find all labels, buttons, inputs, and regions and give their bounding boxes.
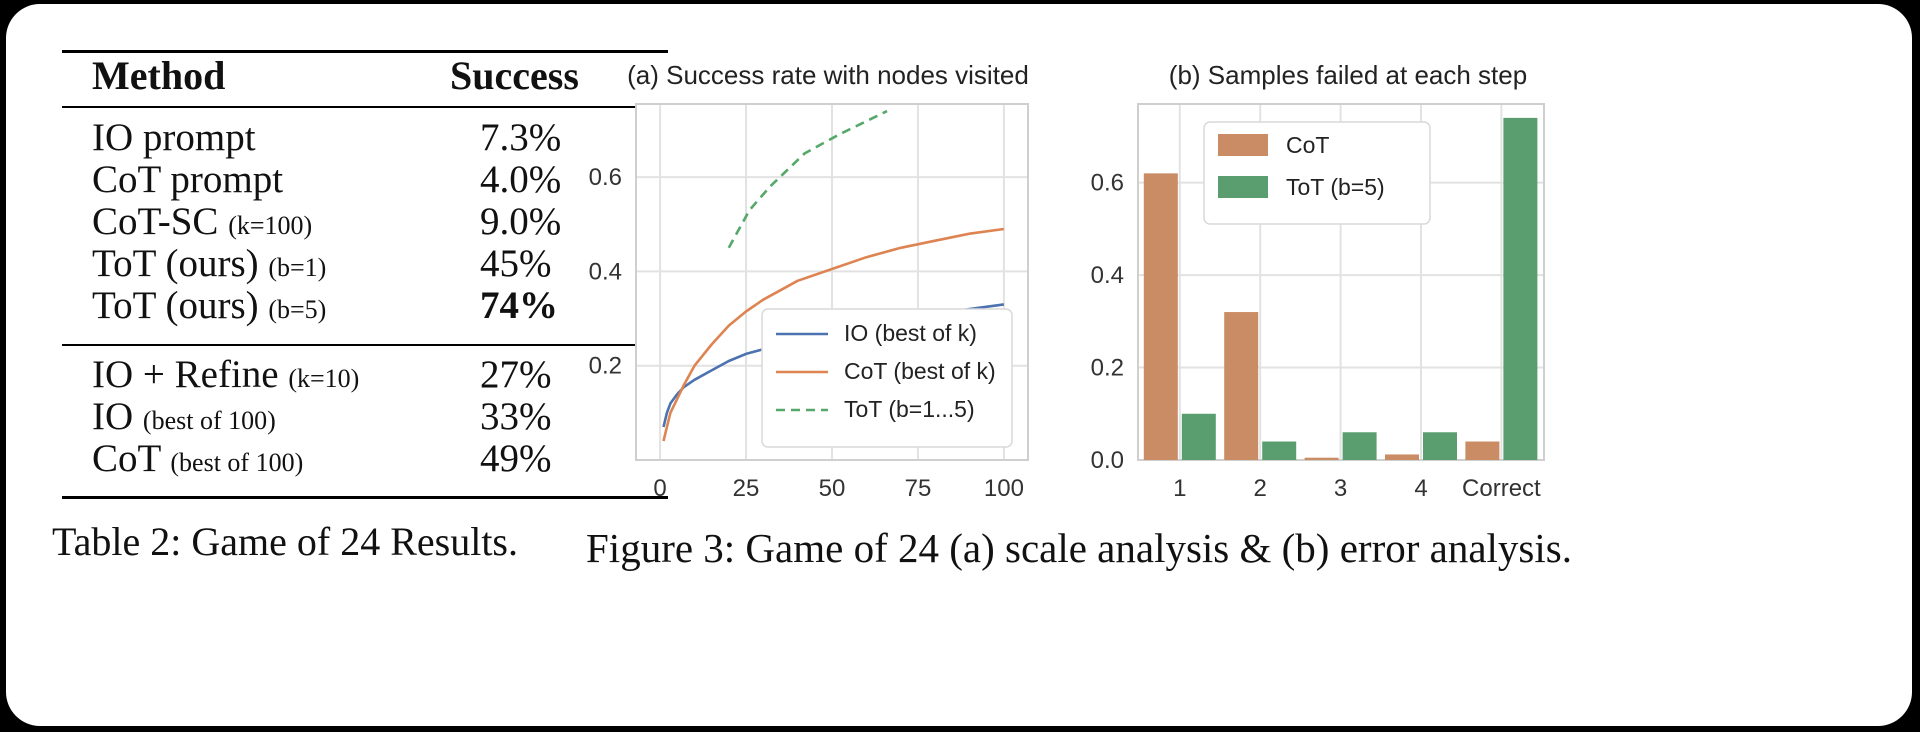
chart-b-xtick: Correct xyxy=(1462,475,1541,502)
table-row: CoT (best of 100) 49% xyxy=(92,433,662,485)
chart-b-bar xyxy=(1224,312,1259,460)
chart-b-ytick: 0.4 xyxy=(1091,262,1124,289)
row-success: 49% xyxy=(480,437,552,480)
table-header-row: Method Success xyxy=(92,46,662,106)
chart-a-legend-label: CoT (best of k) xyxy=(844,358,996,384)
row-method-qualifier: (b=1) xyxy=(268,253,327,282)
row-success: 74% xyxy=(480,284,558,327)
chart-b-legend-label: CoT xyxy=(1286,132,1329,158)
row-method: CoT (best of 100) xyxy=(92,433,303,489)
row-method-name: IO + Refine xyxy=(92,353,279,396)
chart-a-xtick: 0 xyxy=(653,475,666,502)
chart-b: (b) Samples failed at each step 1 2 3 4 Corr… xyxy=(1091,60,1545,502)
chart-a-xtick: 50 xyxy=(819,475,846,502)
row-method-qualifier: (best of 100) xyxy=(142,406,276,435)
row-method-qualifier: (b=5) xyxy=(268,295,327,324)
header-success: Success xyxy=(450,53,579,98)
chart-b-bar xyxy=(1503,117,1538,461)
chart-b-bar xyxy=(1181,413,1216,460)
row-method-qualifier: (best of 100) xyxy=(170,448,304,477)
table-row: IO prompt 7.3% xyxy=(92,112,662,164)
chart-a-xtick: 100 xyxy=(984,475,1024,502)
table-row: CoT-SC (k=100) 9.0% xyxy=(92,196,662,248)
figure-card: Method Success IO prompt 7.3% CoT prompt 4.… xyxy=(6,4,1912,726)
chart-b-xtick: 3 xyxy=(1334,475,1347,502)
chart-b-legend: CoT ToT (b=5) xyxy=(1203,121,1431,225)
chart-a-legend-box xyxy=(761,308,1013,448)
row-method-name: ToT (ours) xyxy=(92,242,259,285)
row-method-name: ToT (ours) xyxy=(92,284,259,327)
row-method: ToT (ours) (b=5) xyxy=(92,280,326,336)
chart-b-bar xyxy=(1143,173,1178,460)
table-bottom-rule xyxy=(62,496,668,499)
row-success: 4.0% xyxy=(480,158,562,201)
row-success: 7.3% xyxy=(480,116,562,159)
row-method: IO prompt xyxy=(92,112,256,164)
chart-a-legend: IO (best of k) CoT (best of k) ToT (b=1...… xyxy=(761,308,1013,448)
chart-b-bar xyxy=(1304,457,1339,460)
chart-b-ytick: 0.0 xyxy=(1091,447,1124,474)
chart-a-ytick: 0.4 xyxy=(589,258,622,285)
chart-a-title: (a) Success rate with nodes visited xyxy=(627,60,1029,90)
chart-a-series-line xyxy=(727,109,888,249)
row-success: 9.0% xyxy=(480,200,562,243)
chart-b-legend-swatch xyxy=(1218,176,1268,198)
table-mid-rule xyxy=(62,344,668,346)
table-row: IO + Refine (k=10) 27% xyxy=(92,349,662,401)
chart-b-xtick: 2 xyxy=(1254,475,1267,502)
chart-b-legend-label: ToT (b=5) xyxy=(1286,174,1385,200)
chart-b-bar xyxy=(1262,441,1297,460)
table-header-rule xyxy=(62,106,668,108)
chart-a: (a) Success rate with nodes visited 0 25 5… xyxy=(589,60,1029,502)
chart-b-ytick: 0.6 xyxy=(1091,170,1124,197)
row-method-qualifier: (k=100) xyxy=(228,211,313,240)
table-top-rule xyxy=(62,50,668,53)
chart-b-ytick: 0.2 xyxy=(1091,355,1124,382)
row-method: IO + Refine (k=10) xyxy=(92,349,359,405)
row-method: ToT (ours) (b=1) xyxy=(92,238,326,294)
row-success: 45% xyxy=(480,242,552,285)
chart-a-xtick: 75 xyxy=(905,475,932,502)
table-row: ToT (ours) (b=1) 45% xyxy=(92,238,662,290)
chart-b-title: (b) Samples failed at each step xyxy=(1169,60,1527,90)
row-method-qualifier: (k=10) xyxy=(288,364,360,393)
chart-b-xtick: 4 xyxy=(1414,475,1427,502)
chart-a-legend-label: IO (best of k) xyxy=(844,320,977,346)
chart-a-ytick: 0.2 xyxy=(589,353,622,380)
row-success: 27% xyxy=(480,353,552,396)
chart-a-series-line xyxy=(662,227,1005,442)
table-caption: Table 2: Game of 24 Results. xyxy=(52,519,518,564)
chart-a-legend-label: ToT (b=1...5) xyxy=(844,396,975,422)
row-method-name: IO prompt xyxy=(92,116,256,159)
chart-a-frame xyxy=(635,103,1029,461)
row-method: CoT prompt xyxy=(92,154,283,206)
row-method-name: CoT prompt xyxy=(92,158,284,201)
row-method-name: CoT xyxy=(92,437,161,480)
table-row: ToT (ours) (b=5) 74% xyxy=(92,280,662,332)
row-success: 33% xyxy=(480,395,552,438)
chart-b-legend-swatch xyxy=(1218,134,1268,156)
figure-caption: Figure 3: Game of 24 (a) scale analysis … xyxy=(586,525,1572,571)
chart-b-frame xyxy=(1137,103,1545,461)
row-method: CoT-SC (k=100) xyxy=(92,196,312,252)
row-method: IO (best of 100) xyxy=(92,391,276,447)
chart-b-bar xyxy=(1342,432,1377,460)
table-row: CoT prompt 4.0% xyxy=(92,154,662,206)
chart-b-bar xyxy=(1465,441,1500,460)
header-method: Method xyxy=(92,53,226,98)
chart-a-ytick: 0.6 xyxy=(589,164,622,191)
row-method-name: IO xyxy=(92,395,134,438)
chart-b-bar xyxy=(1384,454,1419,460)
row-method-name: CoT-SC xyxy=(92,200,219,243)
chart-b-bar xyxy=(1422,432,1457,460)
chart-b-xtick: 1 xyxy=(1173,475,1186,502)
table-row: IO (best of 100) 33% xyxy=(92,391,662,443)
chart-a-xtick: 25 xyxy=(733,475,760,502)
